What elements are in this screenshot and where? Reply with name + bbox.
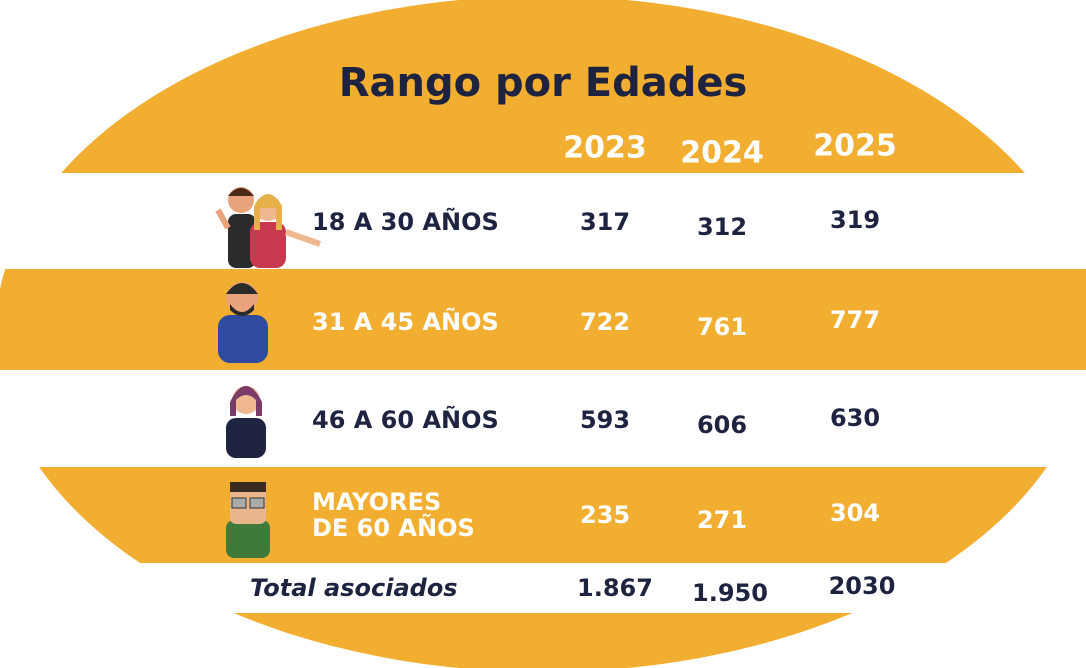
cell-value: 593 — [579, 406, 631, 434]
title: Rango por Edades — [338, 60, 748, 106]
cell-value: 722 — [579, 308, 631, 336]
total-value: 1.867 — [577, 574, 653, 602]
icon-young — [215, 187, 321, 268]
row-label: 31 A 45 AÑOS — [312, 308, 499, 336]
cell-value: 606 — [696, 411, 748, 439]
row-label: 46 A 60 AÑOS — [312, 406, 499, 434]
row-label: 18 A 30 AÑOS — [312, 208, 499, 236]
icon-middle — [226, 386, 266, 458]
total-value: 1.950 — [692, 579, 768, 607]
white-band — [0, 370, 1086, 467]
orange-band — [5, 269, 1086, 370]
row-label: DE 60 AÑOS — [312, 514, 475, 542]
white-band — [0, 173, 1086, 269]
cell-value: 304 — [829, 499, 881, 527]
total-value: 2030 — [828, 572, 896, 600]
total-label: Total asociados — [250, 574, 458, 602]
cell-value: 235 — [579, 501, 631, 529]
cell-value: 317 — [579, 208, 631, 236]
white-band — [0, 563, 1086, 613]
cell-value: 630 — [829, 404, 881, 432]
icon-senior — [226, 482, 270, 558]
row-label: MAYORES — [312, 488, 442, 516]
cell-value: 777 — [829, 306, 881, 334]
icon-adult — [218, 282, 268, 363]
year-header: 2025 — [813, 128, 897, 164]
cell-value: 761 — [696, 313, 748, 341]
cell-value: 319 — [829, 206, 881, 234]
year-header: 2023 — [563, 130, 647, 166]
year-header: 2024 — [680, 135, 764, 171]
cell-value: 312 — [696, 213, 748, 241]
cell-value: 271 — [696, 506, 748, 534]
